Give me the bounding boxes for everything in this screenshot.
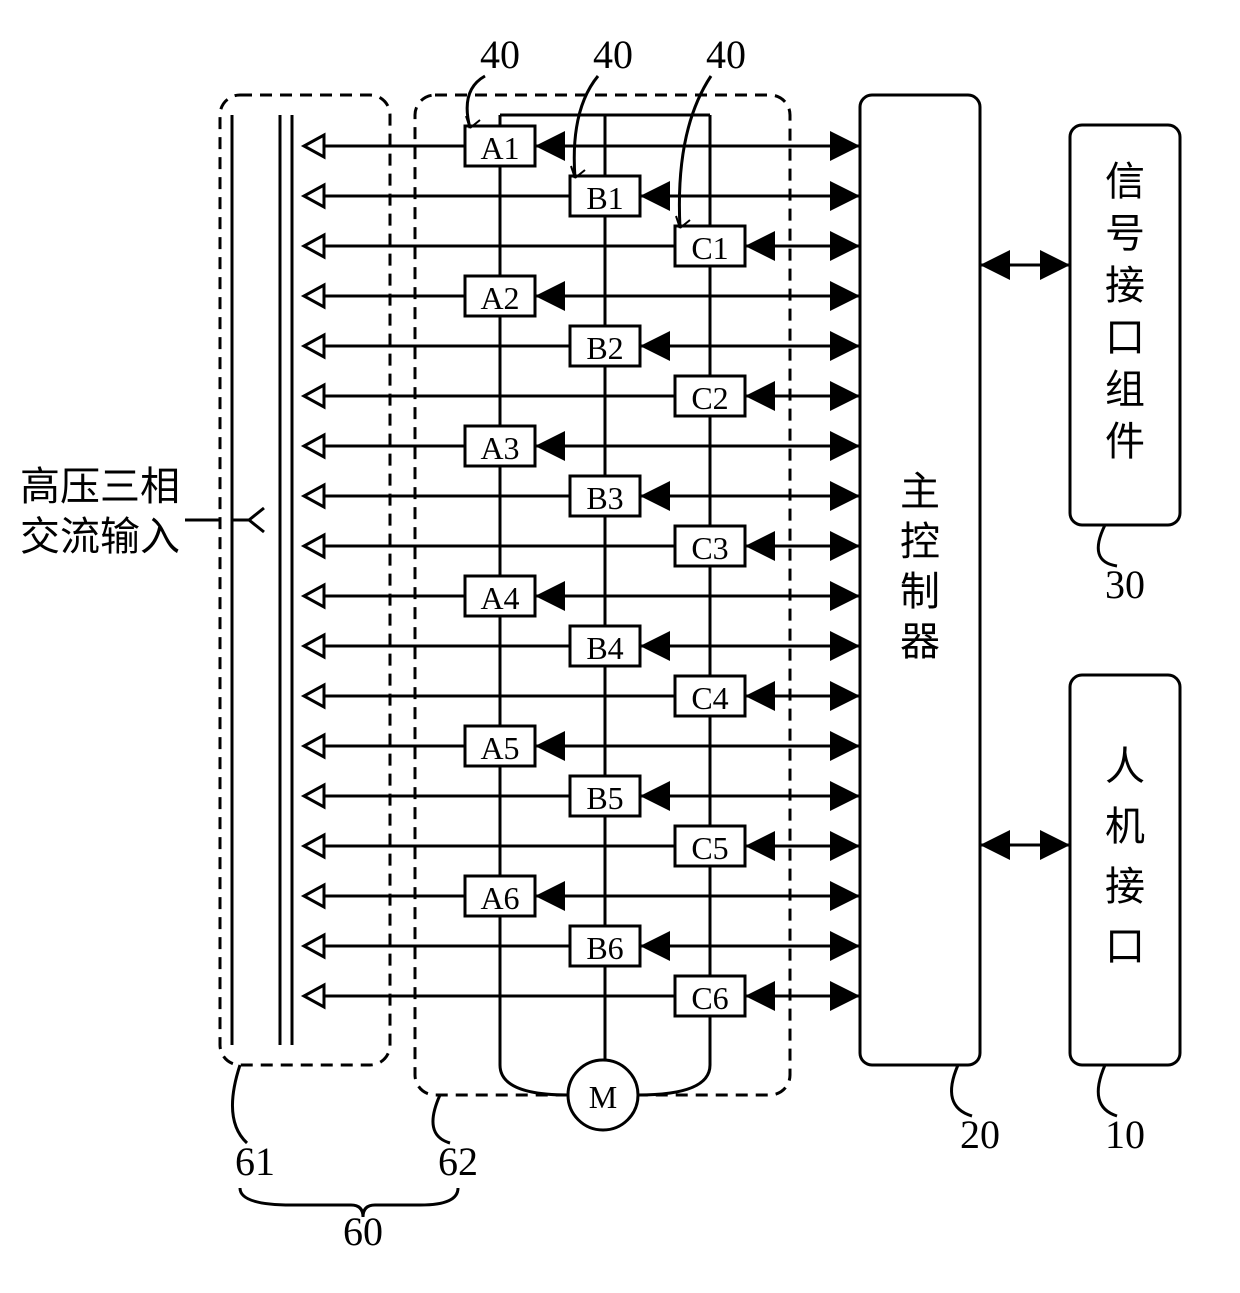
svg-text:交流输入: 交流输入 <box>20 514 180 559</box>
svg-text:机: 机 <box>1105 804 1145 849</box>
svg-text:A2: A2 <box>480 280 519 316</box>
svg-text:B6: B6 <box>586 930 623 966</box>
svg-text:40: 40 <box>593 32 633 77</box>
svg-text:40: 40 <box>480 32 520 77</box>
svg-text:M: M <box>589 1079 617 1115</box>
svg-text:件: 件 <box>1105 419 1145 464</box>
svg-text:接: 接 <box>1105 864 1145 909</box>
svg-text:高压三相: 高压三相 <box>20 464 180 509</box>
svg-text:C3: C3 <box>691 530 728 566</box>
svg-text:组: 组 <box>1105 367 1145 412</box>
svg-text:B2: B2 <box>586 330 623 366</box>
svg-text:B4: B4 <box>586 630 623 666</box>
svg-text:C6: C6 <box>691 980 728 1016</box>
svg-text:B5: B5 <box>586 780 623 816</box>
svg-text:20: 20 <box>960 1112 1000 1157</box>
svg-text:10: 10 <box>1105 1112 1145 1157</box>
svg-text:A1: A1 <box>480 130 519 166</box>
svg-text:62: 62 <box>438 1139 478 1184</box>
svg-text:接: 接 <box>1105 263 1145 308</box>
svg-text:C2: C2 <box>691 380 728 416</box>
svg-text:A4: A4 <box>480 580 519 616</box>
svg-text:B3: B3 <box>586 480 623 516</box>
svg-text:人: 人 <box>1105 744 1145 789</box>
svg-text:控: 控 <box>900 519 940 564</box>
svg-text:C4: C4 <box>691 680 728 716</box>
svg-text:号: 号 <box>1105 211 1145 256</box>
svg-text:主: 主 <box>900 469 940 514</box>
svg-text:器: 器 <box>900 619 940 664</box>
block-diagram: 高压三相交流输入 M A1 B1 C1 A2 B2 C2 A3 B3 C3 A4 B4 C4 A5 B5 C5 A… <box>20 20 1240 1273</box>
svg-text:口: 口 <box>1105 924 1145 969</box>
svg-text:信: 信 <box>1105 159 1145 204</box>
svg-text:A5: A5 <box>480 730 519 766</box>
svg-text:制: 制 <box>900 569 940 614</box>
svg-text:60: 60 <box>343 1209 383 1254</box>
svg-text:口: 口 <box>1105 315 1145 360</box>
svg-text:40: 40 <box>706 32 746 77</box>
svg-text:C1: C1 <box>691 230 728 266</box>
svg-text:C5: C5 <box>691 830 728 866</box>
svg-text:30: 30 <box>1105 562 1145 607</box>
svg-text:61: 61 <box>235 1139 275 1184</box>
svg-text:B1: B1 <box>586 180 623 216</box>
svg-text:A6: A6 <box>480 880 519 916</box>
svg-text:A3: A3 <box>480 430 519 466</box>
